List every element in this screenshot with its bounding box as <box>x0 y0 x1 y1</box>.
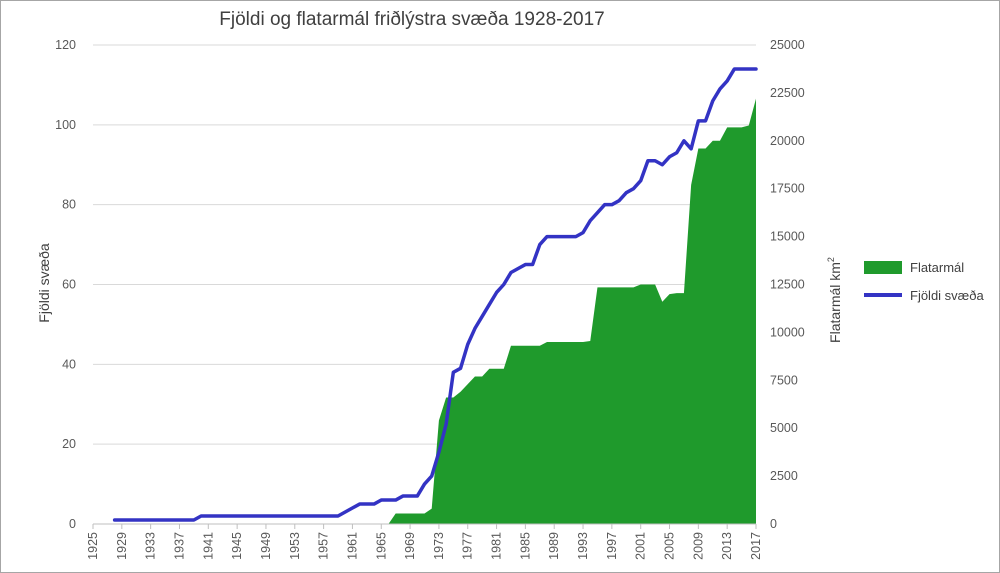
left-tick-label: 40 <box>62 357 76 371</box>
x-tick-label: 1977 <box>461 532 475 560</box>
right-tick-label: 20000 <box>770 134 805 148</box>
area-series-flatarmal <box>388 98 756 525</box>
legend-swatch-flatarmal <box>864 261 902 274</box>
x-tick-label: 1941 <box>201 532 215 560</box>
right-tick-label: 7500 <box>770 373 798 387</box>
x-tick-label: 2017 <box>749 532 763 560</box>
x-tick-label: 1993 <box>576 532 590 560</box>
x-tick-label: 1925 <box>86 532 100 560</box>
x-tick-label: 1949 <box>259 532 273 560</box>
right-tick-label: 15000 <box>770 230 805 244</box>
right-tick-label: 2500 <box>770 469 798 483</box>
left-tick-label: 100 <box>55 118 76 132</box>
right-tick-label: 0 <box>770 517 777 531</box>
x-tick-label: 1937 <box>172 532 186 560</box>
x-tick-label: 1929 <box>115 532 129 560</box>
right-axis-title: Flatarmál km2 <box>826 257 843 343</box>
left-tick-label: 60 <box>62 278 76 292</box>
left-tick-label: 80 <box>62 198 76 212</box>
right-tick-label: 17500 <box>770 182 805 196</box>
line-series-fjoldi-svaeda <box>112 67 758 522</box>
x-tick-label: 1969 <box>403 532 417 560</box>
axes: 0 20 40 60 80 100 120 0 2500 5000 7500 10000 12500 15… <box>55 38 805 560</box>
x-tick-label: 2013 <box>720 532 734 560</box>
legend-label-fjoldi: Fjöldi svæða <box>910 288 984 303</box>
x-tick-label: 2001 <box>634 532 648 560</box>
x-tick-label: 1957 <box>317 532 331 560</box>
x-tick-label: 1945 <box>230 532 244 560</box>
area-series-layer <box>388 98 756 525</box>
x-tick-label: 2009 <box>691 532 705 560</box>
right-tick-label: 25000 <box>770 38 805 52</box>
x-tick-label: 1989 <box>547 532 561 560</box>
legend: Flatarmál Fjöldi svæða <box>864 260 984 303</box>
left-tick-label: 120 <box>55 38 76 52</box>
right-tick-label: 10000 <box>770 325 805 339</box>
x-tick-label: 1953 <box>288 532 302 560</box>
legend-label-flatarmal: Flatarmál <box>910 260 964 275</box>
left-axis-title: Fjöldi svæða <box>36 243 52 323</box>
right-tick-label: 12500 <box>770 278 805 292</box>
x-tick-label: 1985 <box>518 532 532 560</box>
x-tick-label: 1933 <box>144 532 158 560</box>
x-tick-label: 1981 <box>490 532 504 560</box>
x-tick-label: 1961 <box>345 532 359 560</box>
right-tick-label: 5000 <box>770 421 798 435</box>
x-tick-label: 1965 <box>374 532 388 560</box>
x-tick-label: 1997 <box>605 532 619 560</box>
left-tick-label: 20 <box>62 437 76 451</box>
line-series-layer <box>112 67 758 522</box>
left-tick-label: 0 <box>69 517 76 531</box>
x-tick-label: 1973 <box>432 532 446 560</box>
right-tick-label: 22500 <box>770 86 805 100</box>
x-tick-label: 2005 <box>663 532 677 560</box>
right-axis-title-main: Flatarmál km <box>827 262 843 343</box>
chart-title: Fjöldi og flatarmál friðlýstra svæða 192… <box>219 9 604 30</box>
right-axis-title-superscript: 2 <box>826 257 836 262</box>
